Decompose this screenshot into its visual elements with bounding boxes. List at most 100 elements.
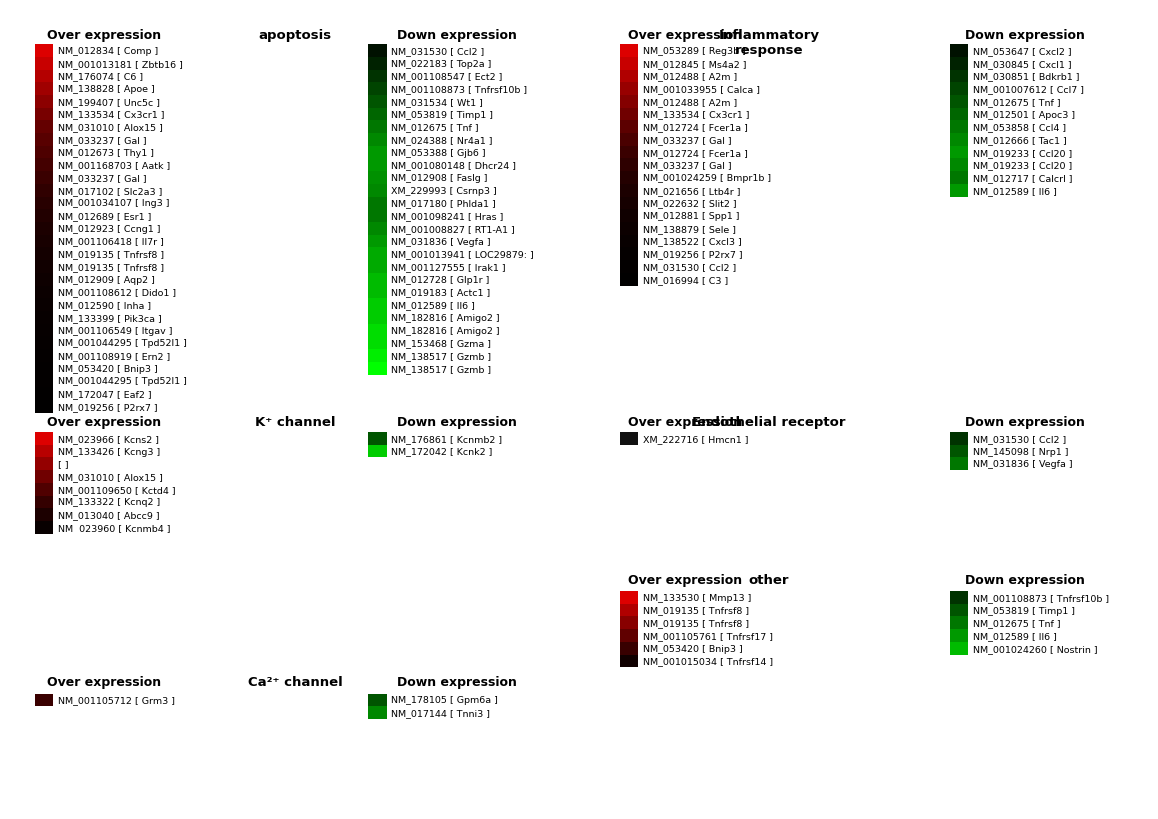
Bar [368, 337, 387, 350]
Bar [35, 248, 53, 260]
Text: NM_012590 [ Inha ]: NM_012590 [ Inha ] [58, 301, 151, 310]
Bar [35, 521, 53, 534]
Bar [950, 604, 968, 617]
Text: NM_001034107 [ Ing3 ]: NM_001034107 [ Ing3 ] [58, 199, 169, 208]
Bar [368, 197, 387, 210]
Bar [620, 629, 638, 642]
Text: NM_024388 [ Nr4a1 ]: NM_024388 [ Nr4a1 ] [391, 136, 493, 145]
Text: NM_016994 [ C3 ]: NM_016994 [ C3 ] [643, 275, 728, 284]
Text: NM_001105712 [ Grm3 ]: NM_001105712 [ Grm3 ] [58, 695, 175, 704]
Bar [620, 96, 638, 109]
Text: NM_001108547 [ Ect2 ]: NM_001108547 [ Ect2 ] [391, 72, 503, 81]
Text: NM_138517 [ Gzmb ]: NM_138517 [ Gzmb ] [391, 364, 491, 373]
Bar [950, 134, 968, 147]
Text: NM_172042 [ Kcnk2 ]: NM_172042 [ Kcnk2 ] [391, 447, 493, 456]
Bar [35, 172, 53, 184]
Text: NM_031010 [ Alox15 ]: NM_031010 [ Alox15 ] [58, 123, 163, 132]
Bar [620, 236, 638, 248]
Text: NM_001080148 [ Dhcr24 ]: NM_001080148 [ Dhcr24 ] [391, 161, 516, 170]
Bar [368, 147, 387, 160]
Text: NM_030851 [ Bdkrb1 ]: NM_030851 [ Bdkrb1 ] [973, 72, 1079, 81]
Text: NM_153468 [ Gzma ]: NM_153468 [ Gzma ] [391, 339, 491, 348]
Text: NM_053289 [ Reg3b ]: NM_053289 [ Reg3b ] [643, 47, 746, 56]
Text: NM_012845 [ Ms4a2 ]: NM_012845 [ Ms4a2 ] [643, 60, 746, 69]
Text: NM_001108612 [ Dido1 ]: NM_001108612 [ Dido1 ] [58, 288, 176, 297]
Bar [35, 185, 53, 197]
Text: NM_053819 [ Timp1 ]: NM_053819 [ Timp1 ] [391, 111, 493, 120]
Text: NM_019256 [ P2rx7 ]: NM_019256 [ P2rx7 ] [643, 250, 742, 259]
Text: NM_012724 [ Fcer1a ]: NM_012724 [ Fcer1a ] [643, 123, 748, 132]
Bar [35, 45, 53, 57]
Text: NM_012675 [ Tnf ]: NM_012675 [ Tnf ] [973, 618, 1061, 627]
Text: Down expression: Down expression [965, 415, 1085, 428]
Bar [35, 84, 53, 96]
Bar [368, 134, 387, 147]
Text: NM_031534 [ Wt1 ]: NM_031534 [ Wt1 ] [391, 97, 483, 106]
Bar [368, 446, 387, 458]
Bar [620, 109, 638, 121]
Text: NM_053388 [ Gjb6 ]: NM_053388 [ Gjb6 ] [391, 148, 486, 157]
Text: NM_012909 [ Aqp2 ]: NM_012909 [ Aqp2 ] [58, 275, 155, 284]
Bar [35, 337, 53, 350]
Bar [368, 84, 387, 96]
Bar [620, 121, 638, 134]
Bar [368, 432, 387, 446]
Text: NM_133399 [ Pik3ca ]: NM_133399 [ Pik3ca ] [58, 314, 162, 323]
Text: NM_019256 [ P2rx7 ]: NM_019256 [ P2rx7 ] [58, 402, 157, 411]
Text: NM_172047 [ Eaf2 ]: NM_172047 [ Eaf2 ] [58, 390, 152, 399]
Bar [35, 312, 53, 324]
Text: NM_176861 [ Kcnmb2 ]: NM_176861 [ Kcnmb2 ] [391, 434, 503, 443]
Bar [368, 312, 387, 324]
Text: Down expression: Down expression [397, 29, 518, 42]
Text: NM_012689 [ Esr1 ]: NM_012689 [ Esr1 ] [58, 212, 152, 221]
Bar [368, 363, 387, 375]
Bar [35, 495, 53, 509]
Bar [35, 287, 53, 299]
Bar [620, 274, 638, 287]
Bar [35, 274, 53, 287]
Bar [368, 706, 387, 719]
Text: NM_019183 [ Actc1 ]: NM_019183 [ Actc1 ] [391, 288, 491, 297]
Bar [620, 591, 638, 604]
Text: NM_001024259 [ Bmpr1b ]: NM_001024259 [ Bmpr1b ] [643, 174, 771, 183]
Text: NM_053420 [ Bnip3 ]: NM_053420 [ Bnip3 ] [643, 644, 742, 653]
Bar [950, 185, 968, 197]
Text: apoptosis: apoptosis [258, 29, 332, 42]
Bar [620, 617, 638, 629]
Bar [368, 109, 387, 121]
Bar [35, 470, 53, 483]
Text: NM_138828 [ Apoe ]: NM_138828 [ Apoe ] [58, 85, 155, 94]
Text: NM_013040 [ Abcc9 ]: NM_013040 [ Abcc9 ] [58, 510, 160, 519]
Bar [35, 147, 53, 160]
Bar [368, 185, 387, 197]
Bar [35, 197, 53, 210]
Bar [620, 160, 638, 172]
Bar [35, 350, 53, 363]
Text: Ca²⁺ channel: Ca²⁺ channel [248, 676, 343, 689]
Text: NM_001109650 [ Kctd4 ]: NM_001109650 [ Kctd4 ] [58, 485, 176, 494]
Bar [368, 45, 387, 57]
Bar [950, 642, 968, 655]
Text: NM_012666 [ Tac1 ]: NM_012666 [ Tac1 ] [973, 136, 1067, 145]
Bar [620, 45, 638, 57]
Bar [35, 210, 53, 223]
Text: NM_138522 [ Cxcl3 ]: NM_138522 [ Cxcl3 ] [643, 238, 741, 247]
Bar [35, 236, 53, 248]
Bar [620, 172, 638, 184]
Text: NM_031530 [ Ccl2 ]: NM_031530 [ Ccl2 ] [391, 47, 485, 56]
Text: XM_222716 [ Hmcn1 ]: XM_222716 [ Hmcn1 ] [643, 434, 748, 443]
Text: NM_182816 [ Amigo2 ]: NM_182816 [ Amigo2 ] [391, 326, 500, 335]
Text: Over expression: Over expression [47, 29, 161, 42]
Bar [35, 375, 53, 388]
Bar [368, 96, 387, 109]
Bar [950, 121, 968, 134]
Bar [620, 248, 638, 260]
Bar [35, 134, 53, 147]
Bar [35, 121, 53, 134]
Text: NM_001024260 [ Nostrin ]: NM_001024260 [ Nostrin ] [973, 644, 1098, 653]
Text: NM_053647 [ Cxcl2 ]: NM_053647 [ Cxcl2 ] [973, 47, 1071, 56]
Text: NM_133322 [ Kcnq2 ]: NM_133322 [ Kcnq2 ] [58, 498, 160, 507]
Bar [35, 388, 53, 400]
Text: NM_138879 [ Sele ]: NM_138879 [ Sele ] [643, 224, 735, 233]
Bar [35, 96, 53, 109]
